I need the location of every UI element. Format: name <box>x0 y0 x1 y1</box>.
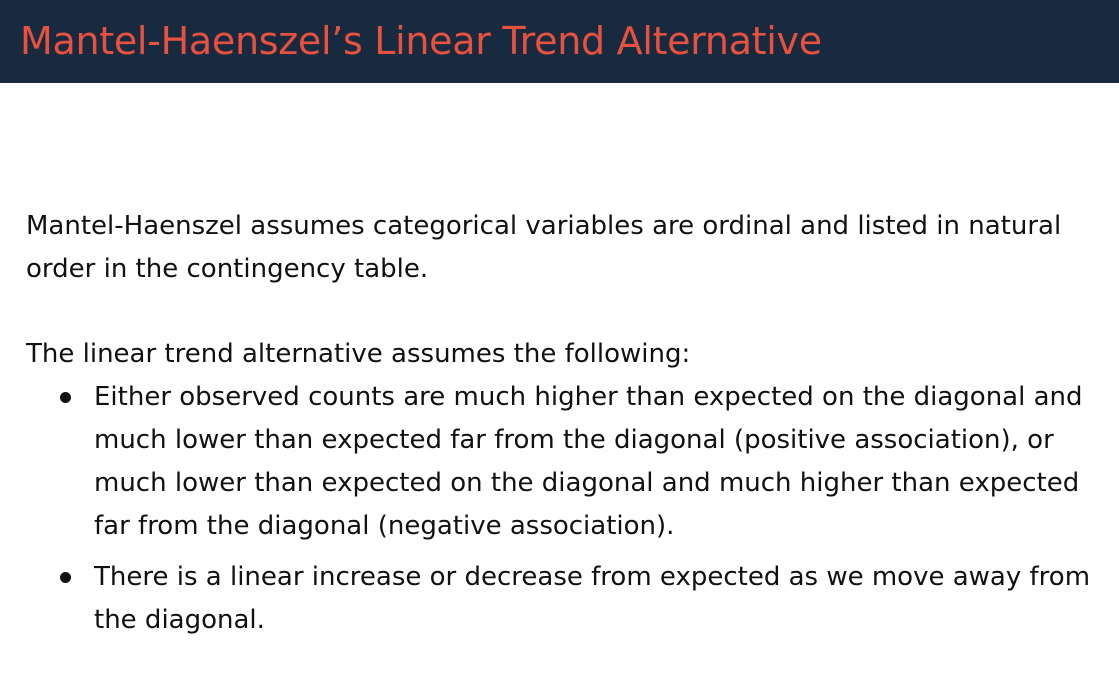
assumption-list: Either observed counts are much higher t… <box>26 376 1106 642</box>
slide-title: Mantel-Haenszel’s Linear Trend Alternati… <box>20 19 822 63</box>
bullet-icon <box>60 572 71 583</box>
intro-paragraph: Mantel-Haenszel assumes categorical vari… <box>26 211 1062 284</box>
list-item: There is a linear increase or decrease f… <box>26 556 1106 642</box>
list-item-text: Either observed counts are much higher t… <box>94 382 1083 541</box>
bullet-icon <box>60 392 71 403</box>
list-item: Either observed counts are much higher t… <box>26 376 1106 548</box>
title-bar: Mantel-Haenszel’s Linear Trend Alternati… <box>0 0 1119 83</box>
list-item-text: There is a linear increase or decrease f… <box>94 562 1091 635</box>
trend-paragraph: The linear trend alternative assumes the… <box>26 339 691 369</box>
slide-content: Mantel-Haenszel assumes categorical vari… <box>26 205 1106 642</box>
